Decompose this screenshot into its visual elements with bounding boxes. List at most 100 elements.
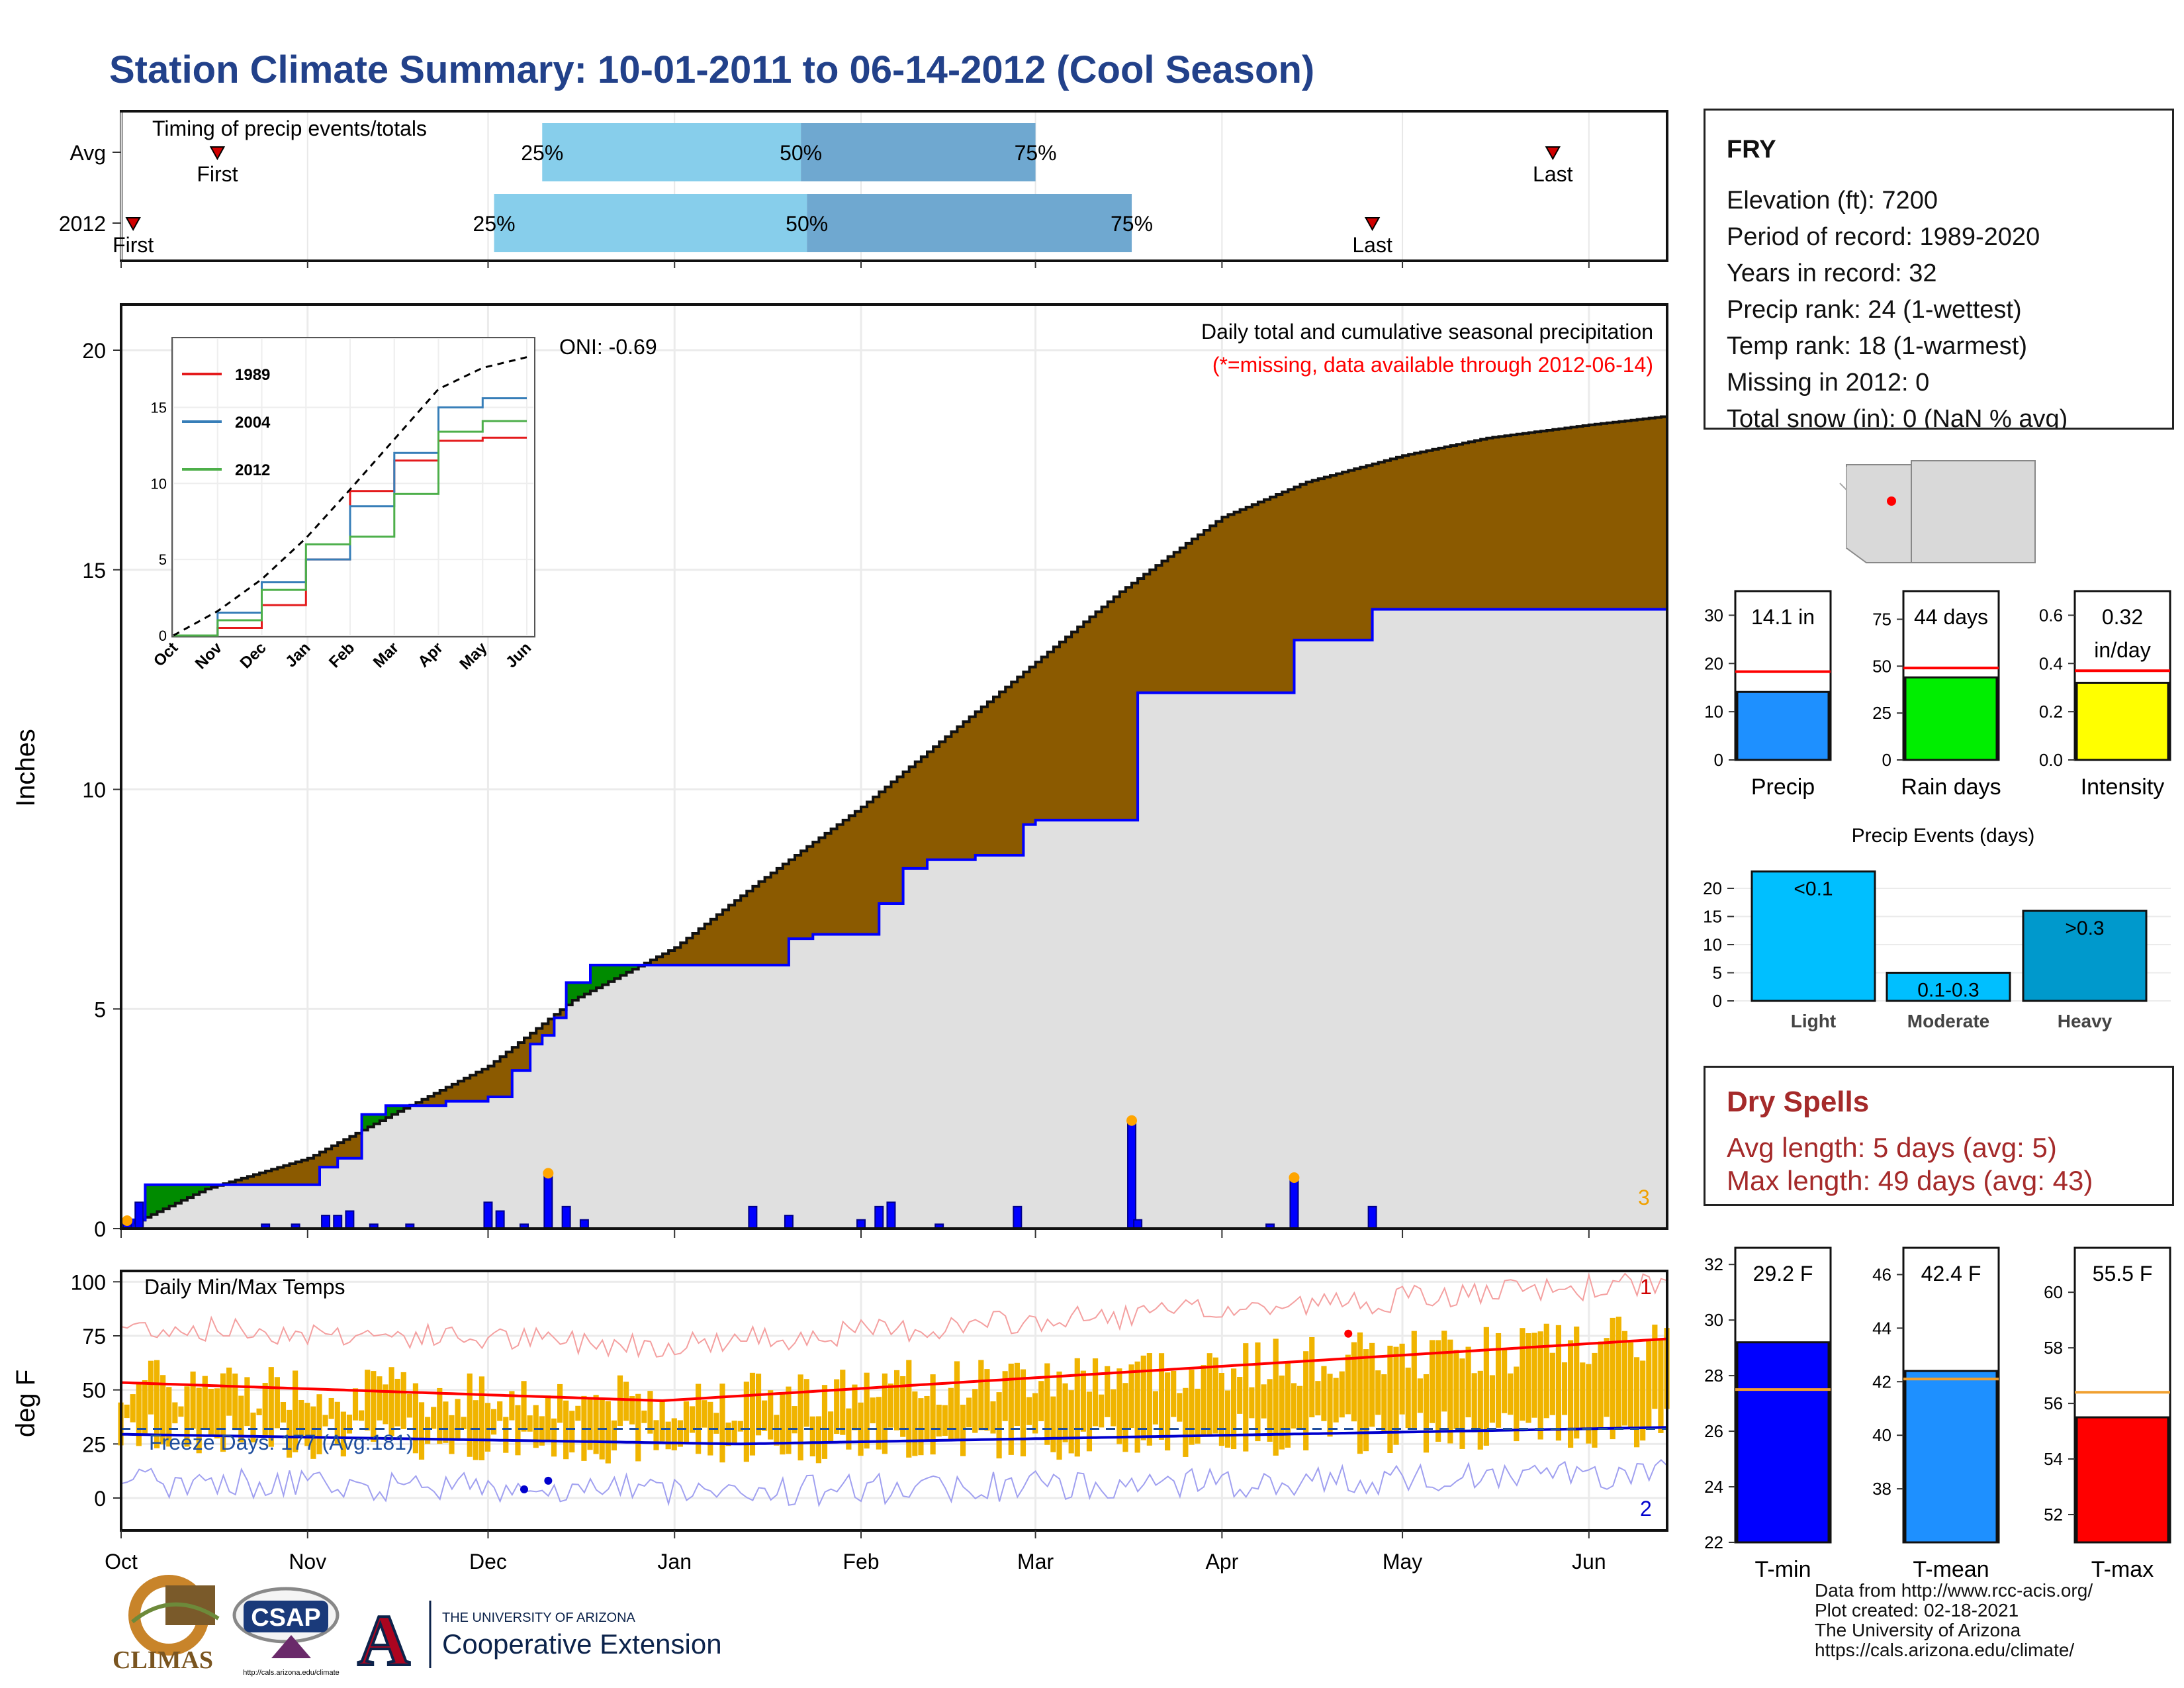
daily-temp-bar (1399, 1343, 1405, 1415)
inset-legend-label: 2004 (235, 414, 271, 432)
record-marker (1126, 1115, 1138, 1126)
daily-temp-bar (1158, 1353, 1165, 1440)
daily-temp-bar (1520, 1328, 1525, 1421)
daily-temp-bar (1231, 1368, 1237, 1450)
daily-temp-bar (136, 1383, 142, 1446)
season-cumulative-line (121, 608, 1667, 1230)
quartile-bar-low (494, 194, 807, 252)
month-tick-label: Oct (105, 1550, 138, 1573)
month-tick-label: Dec (469, 1550, 507, 1573)
footer-data-source: Data from http://www.rcc-acis.org/ (1815, 1580, 2093, 1601)
last-marker (1364, 217, 1381, 232)
daily-temp-bar (1381, 1374, 1387, 1432)
daily-temp-bar (340, 1411, 346, 1457)
summary-bar-label: Rain days (1901, 774, 2001, 800)
daily-temp-bar (352, 1388, 359, 1421)
page-title: Station Climate Summary: 10-01-2011 to 0… (109, 48, 1314, 91)
daily-temp-bar (406, 1393, 412, 1418)
inset-legend-label: 2012 (235, 461, 270, 479)
daily-temp-bar (749, 1372, 756, 1456)
daily-temp-bar (1369, 1342, 1375, 1427)
daily-temp-bar (304, 1403, 310, 1446)
daily-temp-bar (1339, 1371, 1345, 1418)
daily-temp-bar (160, 1375, 166, 1445)
daily-temp-bar (1062, 1383, 1068, 1442)
daily-temp-bar (605, 1401, 611, 1464)
summary-y-tick-label: 60 (2044, 1282, 2063, 1302)
daily-temp-bar (755, 1374, 762, 1436)
month-tick-label: Jun (1572, 1550, 1606, 1573)
daily-temp-bar (437, 1387, 443, 1444)
events-value-label: 0.1-0.3 (1917, 980, 1979, 1002)
inset-legend-label: 1989 (235, 366, 270, 384)
summary-y-tick-label: 0.4 (2039, 653, 2063, 673)
daily-temp-bar (821, 1385, 828, 1459)
daily-precip-bar (886, 1201, 896, 1229)
temp-y-tick-label: 50 (82, 1379, 106, 1403)
station-period: Period of record: 1989-2020 (1727, 223, 2040, 251)
daily-temp-bar (178, 1406, 184, 1417)
daily-temp-bar (334, 1401, 340, 1444)
station-map (1839, 460, 2036, 563)
summary-bar (1904, 676, 1998, 761)
record-low-marker (544, 1476, 553, 1485)
last-marker (1545, 146, 1561, 161)
daily-temp-bar (1580, 1362, 1586, 1429)
daily-temp-bar (521, 1381, 527, 1432)
daily-temp-bar (316, 1394, 322, 1454)
daily-temp-bar (473, 1400, 478, 1460)
daily-temp-bar (1652, 1325, 1658, 1409)
p25-label: 25% (521, 141, 563, 165)
dry-spells-avg: Avg length: 5 days (avg: 5) (1727, 1132, 2057, 1163)
daily-temp-bar (371, 1371, 377, 1442)
timing-panel: Timing of precip events/totals Avg 25% 50%… (59, 110, 1668, 268)
first-marker-label: First (113, 233, 154, 257)
temp-y-axis-label: deg F (11, 1370, 40, 1437)
daily-temp-bar (1447, 1339, 1453, 1444)
temp-y-tick-label: 25 (82, 1432, 106, 1456)
summary-bar (2075, 1416, 2169, 1544)
daily-temp-bar (1146, 1353, 1152, 1446)
summary-y-tick-label: 0.0 (2039, 750, 2063, 770)
precip-y-tick-label: 20 (82, 339, 106, 363)
daily-temp-bar (803, 1379, 809, 1427)
daily-temp-bar (503, 1417, 509, 1453)
inset-y-tick-label: 5 (159, 551, 167, 568)
daily-temp-bar (1574, 1326, 1580, 1439)
daily-precip-bar (748, 1205, 758, 1229)
daily-temp-bar (768, 1390, 774, 1440)
station-name: FRY (1727, 136, 1776, 164)
daily-temp-bar (876, 1397, 882, 1450)
daily-temp-bar (743, 1382, 749, 1462)
csap-logo: CSAP http://cals.arizona.edu/climate (232, 1587, 340, 1677)
daily-temp-bar (202, 1376, 208, 1430)
daily-precip-bar (134, 1201, 144, 1229)
daily-temp-bar (792, 1406, 797, 1434)
daily-temp-bar (1086, 1391, 1093, 1452)
timing-label: Timing of precip events/totals (152, 117, 427, 140)
daily-temp-bar (840, 1370, 846, 1435)
daily-temp-bar (1640, 1360, 1646, 1441)
daily-temp-bar (1658, 1340, 1664, 1433)
summary-value-label: 0.32 (2102, 605, 2143, 629)
daily-temp-bar (1116, 1368, 1122, 1444)
daily-temp-bar (978, 1360, 984, 1430)
daily-temp-bar (834, 1379, 840, 1434)
daily-temp-bar (1224, 1390, 1231, 1448)
daily-temp-bar (887, 1383, 894, 1428)
dry-spells-max: Max length: 49 days (avg: 43) (1727, 1165, 2093, 1196)
daily-temp-bar (478, 1376, 485, 1461)
daily-temp-bar (484, 1403, 491, 1452)
daily-temp-bar (671, 1418, 677, 1450)
daily-temp-bar (515, 1405, 521, 1456)
daily-temp-bar (1333, 1378, 1339, 1423)
daily-temp-bar (1297, 1385, 1303, 1430)
daily-temp-bar (359, 1410, 365, 1421)
summary-y-tick-label: 26 (1704, 1421, 1723, 1441)
p50-label: 50% (786, 212, 828, 236)
daily-temp-bar (1453, 1350, 1459, 1429)
daily-temp-bar (563, 1400, 569, 1460)
temp-y-tick-label: 0 (94, 1487, 106, 1511)
daily-temp-bar (954, 1361, 960, 1439)
